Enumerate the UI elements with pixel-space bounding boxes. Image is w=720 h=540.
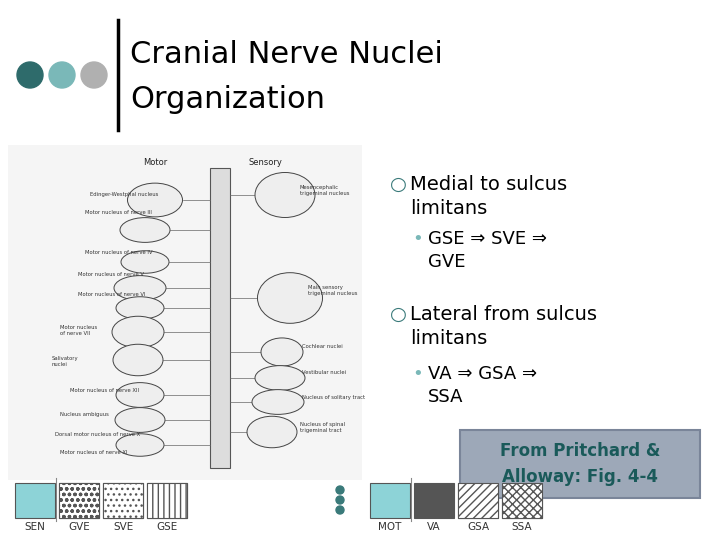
- Text: Motor nucleus of nerve VI: Motor nucleus of nerve VI: [78, 292, 145, 297]
- Bar: [458, 483, 498, 518]
- Ellipse shape: [261, 338, 303, 366]
- Text: Salivatory
nuclei: Salivatory nuclei: [52, 356, 78, 367]
- Text: GSE ⇒ SVE ⇒
GVE: GSE ⇒ SVE ⇒ GVE: [428, 230, 547, 271]
- Text: GSE: GSE: [156, 522, 178, 532]
- Text: Cochlear nuclei: Cochlear nuclei: [302, 344, 343, 349]
- Text: ○: ○: [390, 305, 407, 324]
- Text: SEN: SEN: [24, 522, 45, 532]
- Text: VA: VA: [427, 522, 441, 532]
- Text: SSA: SSA: [512, 522, 532, 532]
- Bar: [414, 483, 454, 518]
- Circle shape: [336, 496, 344, 504]
- Ellipse shape: [120, 218, 170, 242]
- Ellipse shape: [255, 366, 305, 390]
- Ellipse shape: [258, 273, 323, 323]
- Ellipse shape: [116, 383, 164, 407]
- Text: Motor nucleus
of nerve VII: Motor nucleus of nerve VII: [60, 325, 97, 336]
- Text: •: •: [412, 230, 423, 248]
- Bar: [370, 483, 410, 518]
- Bar: [59, 483, 99, 518]
- Bar: [147, 483, 187, 518]
- Circle shape: [49, 62, 75, 88]
- Bar: [502, 483, 542, 518]
- Circle shape: [17, 62, 43, 88]
- Text: Motor nucleus of nerve XI: Motor nucleus of nerve XI: [60, 450, 127, 455]
- Ellipse shape: [252, 390, 304, 414]
- Text: Sensory: Sensory: [248, 158, 282, 167]
- Text: Dorsal motor nucleus of nerve X: Dorsal motor nucleus of nerve X: [55, 432, 140, 437]
- Text: Motor nucleus of nerve XII: Motor nucleus of nerve XII: [70, 388, 139, 393]
- Text: GSA: GSA: [467, 522, 489, 532]
- Ellipse shape: [116, 297, 164, 319]
- Text: Main sensory
trigeminal nucleus: Main sensory trigeminal nucleus: [308, 285, 358, 296]
- Ellipse shape: [127, 183, 182, 217]
- Text: Nucleus of solitary tract: Nucleus of solitary tract: [302, 395, 365, 400]
- Text: GVE: GVE: [68, 522, 90, 532]
- Bar: [8, 145, 362, 480]
- Ellipse shape: [255, 172, 315, 218]
- Text: Medial to sulcus
limitans: Medial to sulcus limitans: [410, 175, 567, 218]
- Bar: [147, 483, 187, 518]
- Text: ○: ○: [390, 175, 407, 194]
- Text: Cranial Nerve Nuclei: Cranial Nerve Nuclei: [130, 40, 443, 69]
- Bar: [15, 483, 55, 518]
- Text: SVE: SVE: [113, 522, 133, 532]
- Ellipse shape: [112, 316, 164, 348]
- Text: Nucleus of spinal
trigeminal tract: Nucleus of spinal trigeminal tract: [300, 422, 345, 433]
- Ellipse shape: [247, 416, 297, 448]
- Ellipse shape: [114, 275, 166, 300]
- Text: Motor nucleus of nerve IV: Motor nucleus of nerve IV: [85, 250, 153, 255]
- Text: Motor: Motor: [143, 158, 167, 167]
- Bar: [103, 483, 143, 518]
- Text: Motor nucleus of nerve V: Motor nucleus of nerve V: [78, 272, 144, 277]
- Bar: [460, 430, 700, 498]
- Text: Motor nucleus of nerve III: Motor nucleus of nerve III: [85, 210, 152, 215]
- Circle shape: [81, 62, 107, 88]
- Ellipse shape: [115, 408, 165, 433]
- Text: From Pritchard &
Alloway: Fig. 4-4: From Pritchard & Alloway: Fig. 4-4: [500, 442, 660, 485]
- Text: Lateral from sulcus
limitans: Lateral from sulcus limitans: [410, 305, 597, 348]
- Ellipse shape: [113, 345, 163, 376]
- Text: Vestibular nuclei: Vestibular nuclei: [302, 370, 346, 375]
- Ellipse shape: [121, 251, 169, 273]
- Text: •: •: [412, 365, 423, 383]
- Bar: [210, 168, 230, 468]
- Text: MOT: MOT: [378, 522, 402, 532]
- Bar: [103, 483, 143, 518]
- Text: Edinger-Westphal nucleus: Edinger-Westphal nucleus: [90, 192, 158, 197]
- Text: Organization: Organization: [130, 85, 325, 114]
- Bar: [59, 483, 99, 518]
- Bar: [502, 483, 542, 518]
- Ellipse shape: [116, 434, 164, 456]
- Bar: [458, 483, 498, 518]
- Text: Mesencephalic
trigeminal nucleus: Mesencephalic trigeminal nucleus: [300, 185, 349, 196]
- Text: Nucleus ambiguus: Nucleus ambiguus: [60, 412, 109, 417]
- Circle shape: [336, 506, 344, 514]
- Text: VA ⇒ GSA ⇒
SSA: VA ⇒ GSA ⇒ SSA: [428, 365, 537, 406]
- Circle shape: [336, 486, 344, 494]
